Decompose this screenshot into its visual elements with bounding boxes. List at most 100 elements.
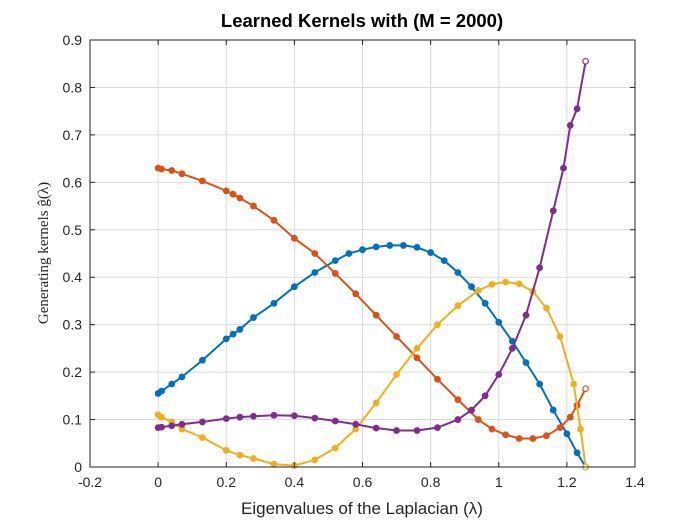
data-point <box>393 371 400 378</box>
y-tick-label: 0.4 <box>63 269 83 285</box>
data-point <box>468 406 475 414</box>
data-point <box>290 412 298 420</box>
data-point <box>352 290 360 298</box>
data-point <box>372 243 380 251</box>
x-tick-label: 0.8 <box>421 474 441 490</box>
data-point <box>168 422 176 430</box>
data-point <box>488 280 496 288</box>
x-tick-label: 0.6 <box>353 474 373 490</box>
data-point <box>582 385 590 393</box>
data-point <box>495 318 503 326</box>
data-point <box>454 416 462 423</box>
data-point <box>573 449 581 457</box>
data-point <box>250 455 257 462</box>
y-tick-label: 0.2 <box>63 364 83 380</box>
data-point <box>236 451 244 459</box>
data-point <box>222 335 230 343</box>
series-4 <box>154 57 590 434</box>
data-point <box>229 190 237 198</box>
data-point <box>543 432 550 440</box>
data-point <box>178 373 186 381</box>
data-point <box>199 418 206 426</box>
data-point <box>454 269 462 276</box>
data-point <box>199 356 206 364</box>
data-point <box>474 287 482 294</box>
x-tick-label: 1 <box>495 474 503 490</box>
data-point <box>440 257 448 265</box>
data-point <box>434 375 441 383</box>
series-2 <box>154 164 590 442</box>
data-point <box>522 359 530 367</box>
data-point <box>543 304 550 312</box>
data-point <box>222 446 230 454</box>
data-point <box>549 207 557 215</box>
data-point <box>560 164 567 172</box>
y-tick-label: 0.9 <box>63 32 83 48</box>
data-point <box>372 399 380 407</box>
data-point <box>352 420 360 428</box>
data-point <box>331 417 339 425</box>
data-point <box>434 424 441 432</box>
data-point <box>168 167 176 174</box>
data-point <box>270 299 278 307</box>
data-point <box>250 412 257 420</box>
data-point <box>178 420 186 428</box>
grid-lines <box>89 39 636 468</box>
data-point <box>250 202 257 210</box>
data-point <box>331 270 339 277</box>
data-point <box>345 250 353 257</box>
data-point <box>413 344 421 352</box>
y-tick-label: 0 <box>74 459 82 475</box>
data-point <box>359 246 366 254</box>
y-tick-label: 0.7 <box>63 127 83 143</box>
data-point <box>566 413 574 421</box>
data-point <box>158 165 165 173</box>
data-point <box>199 177 206 185</box>
y-tick-label: 0.5 <box>63 222 83 238</box>
data-point <box>536 264 544 272</box>
y-tick-label: 0.3 <box>63 317 83 333</box>
series-line <box>157 280 587 468</box>
data-point <box>199 434 206 441</box>
data-point <box>178 170 186 178</box>
data-point <box>158 413 165 421</box>
x-axis-label: Eigenvalues of the Laplacian (λ) <box>241 499 483 518</box>
data-point <box>522 311 530 319</box>
data-point <box>515 435 523 442</box>
data-point <box>393 427 400 434</box>
data-point <box>290 283 298 291</box>
data-point <box>529 435 537 442</box>
data-point <box>386 242 394 249</box>
data-point <box>236 194 244 202</box>
data-point <box>481 392 489 400</box>
chart-title: Learned Kernels with (M = 2000) <box>221 10 503 31</box>
data-point <box>582 57 590 65</box>
y-tick-label: 0.6 <box>63 174 83 190</box>
data-point <box>474 416 482 423</box>
data-point <box>158 423 165 431</box>
data-point <box>549 406 557 414</box>
data-point <box>222 415 230 423</box>
data-point <box>229 330 237 338</box>
data-point <box>311 269 319 276</box>
series-1 <box>154 242 590 471</box>
data-point <box>563 430 571 438</box>
data-point <box>290 234 298 242</box>
data-point <box>331 444 339 452</box>
data-point <box>270 411 278 419</box>
data-point <box>556 333 564 340</box>
y-tick-label: 0.1 <box>63 412 83 428</box>
data-point <box>168 380 176 388</box>
x-tick-label: 1.4 <box>625 474 645 490</box>
data-point <box>495 371 503 378</box>
data-point <box>502 278 509 286</box>
data-point <box>434 321 441 329</box>
series-3 <box>154 278 590 471</box>
data-point <box>222 187 230 195</box>
data-point <box>311 456 319 464</box>
data-point <box>372 424 380 432</box>
data-point <box>454 302 462 310</box>
data-point <box>311 414 319 422</box>
